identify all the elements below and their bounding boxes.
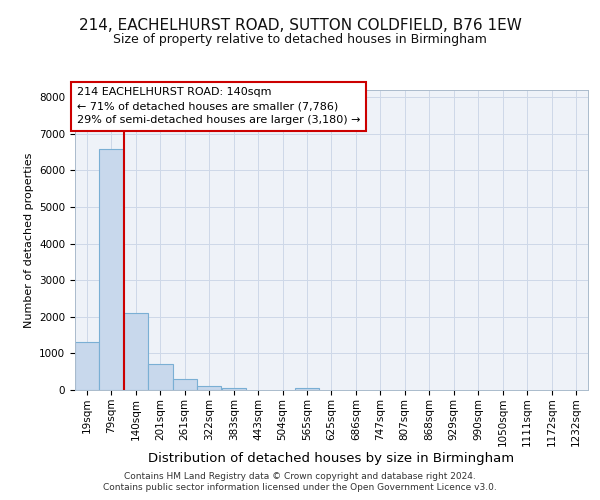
Text: 214 EACHELHURST ROAD: 140sqm
← 71% of detached houses are smaller (7,786)
29% of: 214 EACHELHURST ROAD: 140sqm ← 71% of de… — [77, 88, 361, 126]
Bar — [221, 388, 246, 390]
Text: 214, EACHELHURST ROAD, SUTTON COLDFIELD, B76 1EW: 214, EACHELHURST ROAD, SUTTON COLDFIELD,… — [79, 18, 521, 32]
Text: Size of property relative to detached houses in Birmingham: Size of property relative to detached ho… — [113, 32, 487, 46]
X-axis label: Distribution of detached houses by size in Birmingham: Distribution of detached houses by size … — [148, 452, 515, 465]
Bar — [197, 386, 221, 390]
Text: Contains HM Land Registry data © Crown copyright and database right 2024.
Contai: Contains HM Land Registry data © Crown c… — [103, 472, 497, 492]
Bar — [75, 342, 99, 390]
Bar — [99, 148, 124, 390]
Y-axis label: Number of detached properties: Number of detached properties — [23, 152, 34, 328]
Bar — [148, 364, 173, 390]
Bar — [124, 313, 148, 390]
Bar — [295, 388, 319, 390]
Bar — [173, 380, 197, 390]
